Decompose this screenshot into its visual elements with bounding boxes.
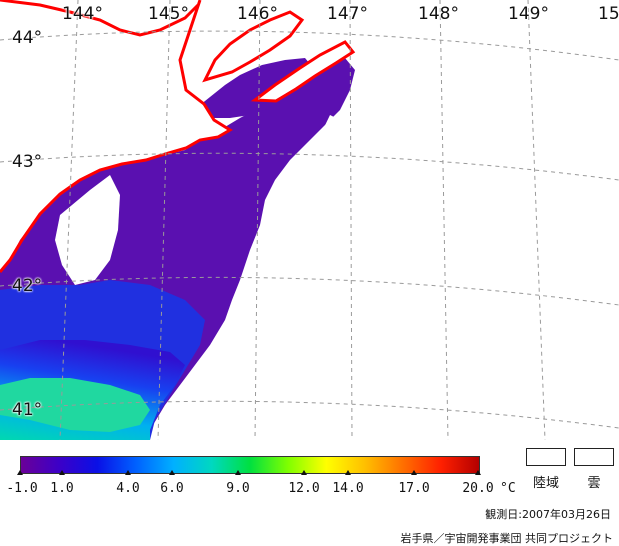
coastline: [202, 10, 305, 83]
longitude-label: 148°: [418, 4, 459, 24]
longitude-label: 149°: [508, 4, 549, 24]
land-hokkaido: [0, 0, 230, 270]
coastline: [0, 0, 200, 37]
colorbar-tick-label: 14.0: [332, 481, 364, 496]
colorbar-tick: [235, 470, 241, 475]
sst-north-patch: [200, 58, 315, 118]
colorbar-tick: [475, 470, 481, 475]
longitude-label: 144°: [62, 4, 103, 24]
colorbar-tick-label: 17.0: [398, 481, 430, 496]
colorbar-tick: [17, 470, 23, 475]
cloud-area: [55, 175, 120, 285]
credit-line: 岩手県／宇宙開発事業団 共同プロジェクト: [400, 532, 614, 545]
colorbar-tick-label: 6.0: [160, 481, 184, 496]
latitude-label: 41°: [12, 400, 43, 420]
colorbar-tick: [301, 470, 307, 475]
cloud-area: [360, 60, 619, 440]
land-islands: [205, 12, 300, 80]
colorbar-tick-label: 4.0: [116, 481, 140, 496]
colorbar-tick-label: 9.0: [226, 481, 250, 496]
colorbar-unit: °C: [500, 481, 516, 496]
colorbar-tick-label: -1.0: [6, 481, 38, 496]
cloud-legend-swatch: [574, 448, 614, 466]
longitude-label: 146°: [237, 4, 278, 24]
coastline: [0, 0, 233, 273]
map-canvas: [0, 0, 619, 440]
colorbar-tick: [125, 470, 131, 475]
colorbar-gradient: [20, 456, 480, 474]
colorbar-tick: [411, 470, 417, 475]
longitude-label: 145°: [148, 4, 189, 24]
latitude-label: 44°: [12, 28, 43, 48]
colorbar-tick: [169, 470, 175, 475]
land-legend-label: 陸域: [532, 476, 560, 491]
observation-date: 観測日:2007年03月26日: [485, 508, 611, 521]
latitude-label: 42°: [12, 276, 43, 296]
longitude-label: 147°: [327, 4, 368, 24]
land-legend-swatch: [526, 448, 566, 466]
longitude-label: 15: [598, 4, 619, 24]
coastline: [250, 40, 356, 103]
colorbar-tick-label: 20.0: [462, 481, 494, 496]
graticule: [0, 0, 619, 440]
cloud-legend-label: 雲: [587, 476, 601, 491]
land-islands: [255, 42, 352, 100]
colorbar-tick: [345, 470, 351, 475]
cloud-area: [160, 115, 460, 440]
colorbar-tick-label: 1.0: [50, 481, 74, 496]
colorbar-tick: [59, 470, 65, 475]
latitude-label: 43°: [12, 152, 43, 172]
colorbar-tick-label: 12.0: [288, 481, 320, 496]
